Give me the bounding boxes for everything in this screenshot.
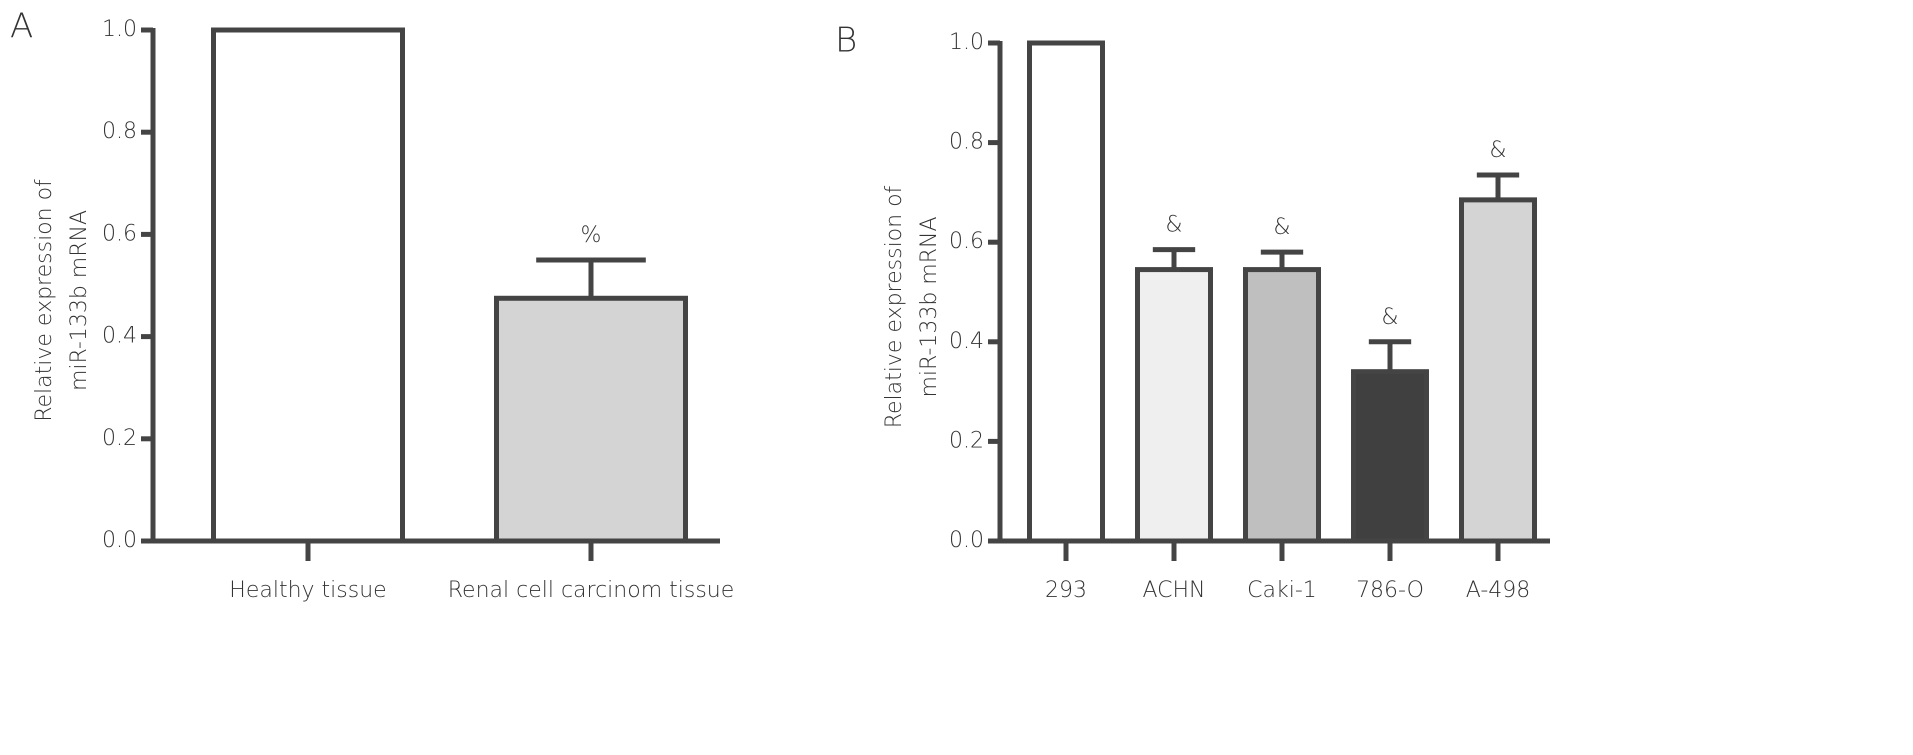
y-axis-label: miR-133b mRNA [917,216,942,397]
annotation: % [581,223,602,248]
x-tick-label: A-498 [1466,578,1531,603]
y-tick-label: 1.0 [102,17,137,42]
y-axis-label: Relative expression of [32,179,57,422]
y-tick-label: 0.8 [102,119,137,144]
annotation: & [1165,213,1182,238]
y-tick-label: 0.2 [102,426,137,451]
y-tick-label: 0.6 [102,221,137,246]
x-tick-label: Renal cell carcinom tissue [448,578,735,603]
x-tick-label: Healthy tissue [229,578,386,603]
x-tick-label: ACHN [1142,578,1205,603]
annotation: & [1489,138,1506,163]
panel-label: A [10,7,33,47]
y-tick-label: 0.6 [949,229,984,254]
y-tick-label: 1.0 [949,30,984,55]
y-axis-label: miR-133b mRNA [67,210,92,391]
bar [494,295,688,544]
y-tick-label: 0.0 [102,528,137,553]
y-tick-label: 0.0 [949,528,984,553]
annotation: & [1381,305,1398,330]
bar [1459,197,1537,544]
bar [1351,369,1429,544]
x-tick-label: 293 [1045,578,1087,603]
y-tick-label: 0.8 [949,130,984,155]
y-tick-label: 0.4 [949,329,984,354]
x-tick-label: Caki-1 [1247,578,1317,603]
y-tick-label: 0.4 [102,324,137,349]
bar [1243,267,1321,544]
bar [211,27,405,544]
panel-label: B [835,21,857,61]
bar [1027,40,1105,544]
annotation: & [1273,215,1290,240]
bar [1135,267,1213,544]
x-tick-label: 786-O [1356,578,1424,603]
y-axis-label: Relative expression of [882,185,907,428]
y-tick-label: 0.2 [949,428,984,453]
